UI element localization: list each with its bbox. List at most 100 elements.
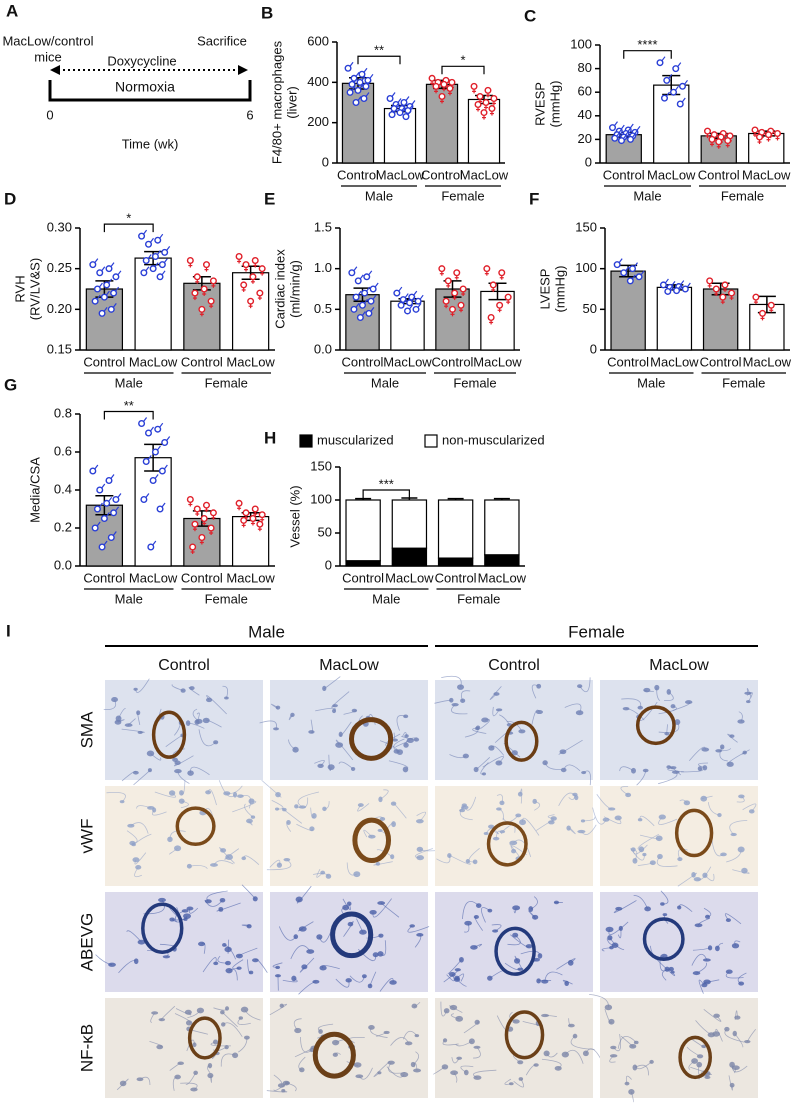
point-tail — [103, 307, 108, 312]
alveolar-wall — [746, 688, 752, 698]
alveolar-wall — [460, 1065, 474, 1073]
data-point — [360, 94, 368, 102]
alveolar-wall — [565, 1049, 584, 1064]
data-point — [110, 289, 118, 297]
alveolar-wall — [207, 789, 217, 806]
alveolar-wall — [227, 939, 230, 954]
alveolar-wall — [402, 731, 407, 737]
treatment: Doxycycline — [107, 53, 176, 68]
group-header: Female — [568, 622, 625, 641]
alveolar-wall — [456, 979, 467, 987]
tissue-cell — [133, 687, 138, 691]
group-label: Male — [115, 591, 143, 606]
data-point — [393, 289, 401, 297]
point-tail — [365, 92, 370, 97]
point-tail — [664, 278, 669, 284]
vessel — [151, 710, 187, 759]
alveolar-wall — [440, 1001, 448, 1017]
vessel — [674, 808, 714, 858]
point-tail — [402, 298, 407, 304]
tissue-cell — [474, 1019, 480, 1025]
row-label: SMA — [77, 711, 96, 749]
micrograph — [270, 680, 428, 780]
group-label: Female — [205, 375, 248, 390]
subject: mice — [34, 49, 61, 64]
x-tick-label: MacLow — [742, 167, 791, 182]
alveolar-wall — [666, 724, 668, 736]
alveolar-wall — [310, 719, 314, 734]
data-point — [151, 252, 159, 260]
alveolar-wall — [579, 677, 591, 693]
y-tick-label: 0 — [325, 557, 332, 572]
data-point — [656, 59, 664, 67]
data-point — [96, 486, 104, 494]
alveolar-wall — [564, 703, 582, 713]
alveolar-wall — [273, 1074, 283, 1086]
data-point — [706, 277, 714, 285]
alveolar-wall — [137, 711, 141, 726]
alveolar-wall — [369, 971, 377, 987]
y-axis-label: RVH — [12, 275, 27, 302]
alveolar-wall — [556, 958, 576, 970]
alveolar-wall — [568, 827, 576, 835]
panel-label: G — [4, 375, 17, 394]
point-tail — [161, 270, 166, 276]
alveolar-wall — [380, 902, 400, 918]
data-point — [161, 439, 169, 447]
alveolar-wall — [189, 907, 199, 914]
bar-segment — [391, 499, 428, 549]
point-tail — [115, 506, 120, 512]
alveolar-wall — [273, 1082, 288, 1091]
vessel — [642, 917, 685, 962]
data-point — [202, 501, 210, 509]
point-tail — [677, 62, 682, 67]
y-tick-label: 100 — [570, 36, 592, 51]
point-tail — [391, 92, 396, 97]
alveolar-wall — [581, 824, 597, 835]
alveolar-wall — [541, 1058, 562, 1069]
alveolar-wall — [530, 896, 538, 910]
y-tick-label: 0.4 — [54, 481, 72, 496]
legend-swatch — [299, 434, 313, 448]
alveolar-wall — [737, 972, 747, 984]
x-tick-label: Control — [83, 354, 125, 369]
alveolar-wall — [531, 709, 540, 725]
alveolar-wall — [310, 807, 315, 819]
alveolar-wall — [118, 960, 137, 974]
data-point — [89, 467, 97, 475]
y-axis-label: Cardiac index — [272, 249, 287, 329]
subject: MacLow/control — [2, 33, 93, 48]
alveolar-wall — [609, 1055, 616, 1063]
x-tick-label: Control — [432, 354, 474, 369]
alveolar-wall — [639, 834, 660, 840]
data-point — [773, 129, 781, 137]
point-tail — [369, 73, 374, 79]
panel-label: B — [261, 3, 273, 22]
alveolar-wall — [150, 1012, 155, 1023]
point-tail — [372, 294, 377, 300]
alveolar-wall — [293, 1018, 302, 1031]
data-point — [480, 109, 488, 117]
alveolar-wall — [534, 801, 541, 811]
group-label: Male — [372, 591, 400, 606]
x-tick-label: MacLow — [460, 167, 509, 182]
y-tick-label: 100 — [310, 491, 332, 506]
alveolar-wall — [188, 722, 205, 729]
group-label: Male — [365, 188, 393, 203]
alveolar-wall — [222, 685, 229, 699]
alveolar-wall — [456, 973, 465, 982]
data-point — [112, 496, 120, 504]
alveolar-wall — [606, 938, 616, 946]
data-point — [191, 289, 199, 297]
data-point — [140, 269, 148, 277]
y-tick-label: 0.30 — [47, 219, 72, 234]
alveolar-wall — [269, 1003, 288, 1016]
alveolar-wall — [639, 815, 655, 827]
alveolar-wall — [734, 1010, 738, 1020]
alveolar-wall — [656, 856, 678, 867]
point-tail — [675, 85, 679, 91]
alveolar-wall — [635, 1061, 652, 1070]
point-tail — [374, 282, 379, 288]
alveolar-wall — [201, 942, 206, 954]
